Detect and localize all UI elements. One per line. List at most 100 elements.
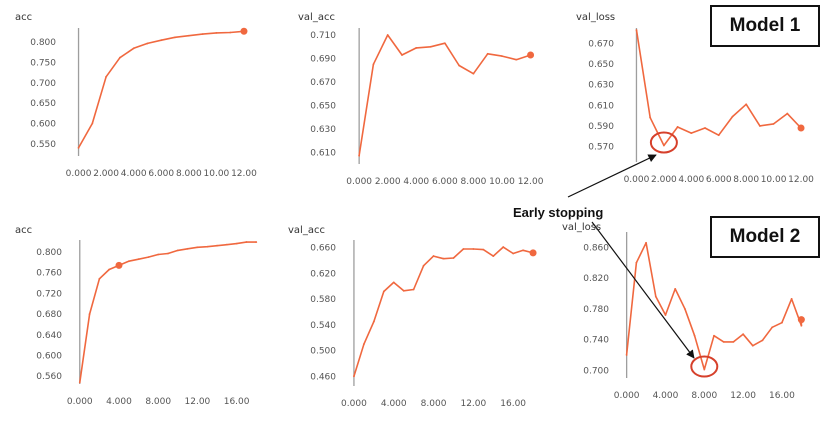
chart-panel-3: val_loss 0.570 0.590 0.610 0.630 0.650 0.670 0.… [576,12,814,185]
data-point [186,247,189,250]
data-point [443,42,446,45]
data-point [206,245,209,248]
data-point [664,314,667,316]
data-point [245,241,248,243]
x-tick-label: 0.000 [346,177,372,187]
x-tick-label: 16.00 [769,391,795,401]
data-point [502,246,505,248]
y-tick-label: 0.650 [310,101,336,111]
x-tick-label: 4.000 [121,169,147,179]
y-tick-label: 0.600 [36,352,62,362]
last-point-marker [240,27,248,35]
data-point [187,34,190,37]
data-point [790,297,793,300]
data-point [486,52,489,55]
data-point [462,248,465,250]
data-point [713,334,715,337]
x-tick-label: 6.000 [706,175,732,185]
data-point [358,154,361,157]
data-point [160,39,163,42]
x-tick-label: 0.000 [67,397,93,407]
series-line [353,246,534,377]
arrow-to-model1 [567,154,657,198]
data-point [402,289,405,292]
x-tick-label: 6.000 [148,169,174,179]
y-tick-label: 0.580 [310,295,336,305]
data-point [174,36,176,39]
data-point [215,31,218,34]
data-point [732,340,735,343]
chart-panel-6: val_loss 0.700 0.740 0.780 0.820 0.860 0.000 4.… [562,222,805,401]
y-tick-label: 0.680 [36,310,62,320]
data-point [372,320,375,323]
data-point [255,241,258,243]
data-point [91,122,94,125]
data-point [772,122,775,125]
y-tick-label: 0.650 [30,99,56,109]
series-line [358,34,531,156]
y-tick-label: 0.590 [588,122,614,132]
data-point [501,55,503,58]
series-line [625,242,803,371]
x-tick-label: 4.000 [106,397,132,407]
x-tick-label: 10.00 [204,169,230,179]
x-tick-label: 12.00 [788,175,814,185]
data-point [167,252,169,255]
chart-title: val_acc [288,225,325,236]
last-point-marker [529,249,537,257]
chart-panel-2: val_acc 0.610 0.630 0.650 0.670 0.690 0.710 0.0… [298,12,544,187]
y-tick-label: 0.760 [36,269,62,279]
data-point [761,339,764,342]
x-tick-label: 8.000 [461,177,487,187]
y-tick-label: 0.780 [583,305,609,315]
model1-label-box: Model 1 [710,5,820,47]
data-point [372,63,375,66]
y-tick-label: 0.610 [588,101,614,111]
data-point [132,47,135,50]
early-stopping-label: Early stopping [513,205,604,220]
data-point [386,34,389,36]
x-tick-label: 0.000 [341,399,367,409]
y-tick-label: 0.550 [30,140,56,150]
data-point [522,249,525,252]
y-tick-label: 0.670 [588,39,614,49]
data-point [225,243,228,246]
early-stopping-circle [649,131,678,154]
y-tick-label: 0.600 [30,119,56,129]
x-tick-label: 16.00 [224,397,250,407]
x-tick-label: 8.000 [145,397,171,407]
series-line [635,29,802,147]
y-tick-label: 0.710 [310,31,336,41]
y-tick-label: 0.800 [36,248,62,258]
x-tick-label: 10.00 [761,175,787,185]
chart-title: val_loss [562,222,601,233]
data-point [229,31,232,34]
data-point [105,75,108,78]
y-tick-label: 0.690 [310,54,336,64]
data-point [690,132,693,135]
x-tick-label: 2.000 [93,169,119,179]
x-tick-label: 12.00 [518,177,544,187]
model2-label: Model 2 [729,226,801,247]
data-point [137,258,140,261]
data-point [157,253,160,256]
x-tick-label: 10.00 [489,177,515,187]
data-point [676,126,679,128]
data-point [88,313,91,315]
data-point [758,125,761,127]
data-point [201,33,204,35]
x-tick-label: 2.000 [375,177,401,187]
y-tick-label: 0.560 [36,372,62,382]
data-point [515,58,518,61]
data-point [722,340,725,343]
x-tick-label: 8.000 [733,175,759,185]
model2-label-box: Model 2 [710,216,820,258]
data-point [98,277,101,280]
y-tick-label: 0.540 [310,321,336,331]
data-point [401,54,403,56]
data-point [362,343,365,346]
chart-panel-5: val_acc 0.460 0.500 0.540 0.580 0.620 0.660 0.0… [288,225,537,409]
x-tick-label: 8.000 [421,399,447,409]
data-point [771,326,774,329]
